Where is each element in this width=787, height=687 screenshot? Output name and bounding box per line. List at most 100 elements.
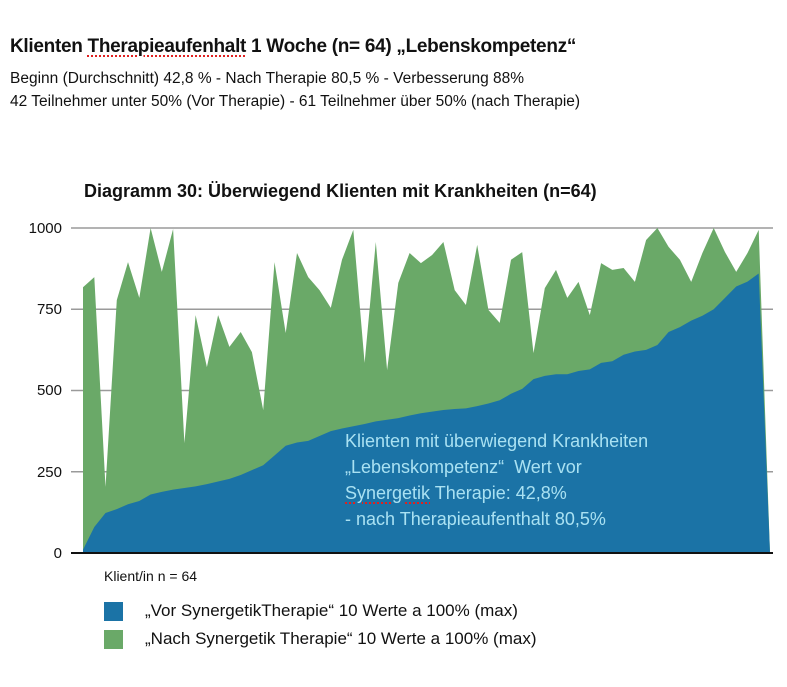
data-point [555, 269, 557, 271]
data-point [656, 344, 658, 346]
data-point [735, 286, 737, 288]
data-point [555, 373, 557, 375]
data-point [566, 297, 568, 299]
data-point [217, 314, 219, 316]
data-point [746, 252, 748, 254]
data-point [273, 261, 275, 263]
data-point [364, 423, 366, 425]
data-point [735, 271, 737, 273]
data-point [442, 409, 444, 411]
data-point [634, 351, 636, 353]
chart-annotation: Klienten mit überwiegend Krankheiten „Le… [345, 428, 648, 532]
data-point [251, 469, 253, 471]
annotation-line: Therapie: 42,8% [430, 483, 567, 503]
data-point [285, 332, 287, 334]
data-point [319, 435, 321, 437]
data-point [386, 419, 388, 421]
legend-swatch-blue [104, 601, 123, 621]
subtitle-line-1: Beginn (Durchschnitt) 42,8 % - Nach Ther… [10, 70, 525, 87]
data-point [510, 393, 512, 395]
legend-label: „Vor SynergetikTherapie“ 10 Werte a 100%… [145, 601, 518, 620]
data-point [510, 259, 512, 261]
data-point [611, 360, 613, 362]
data-point [656, 227, 658, 229]
data-point [172, 489, 174, 491]
data-point [364, 362, 366, 364]
data-point [454, 289, 456, 291]
data-point [105, 486, 107, 488]
x-axis-label: Klient/in n = 64 [104, 568, 198, 584]
data-point [600, 362, 602, 364]
data-point [465, 407, 467, 409]
data-point [645, 349, 647, 351]
data-point [116, 299, 118, 301]
data-point [150, 227, 152, 229]
data-point [589, 368, 591, 370]
data-point [713, 308, 715, 310]
data-point [172, 228, 174, 230]
data-point [420, 262, 422, 264]
data-point [262, 464, 264, 466]
data-point [521, 388, 523, 390]
data-point [251, 351, 253, 353]
data-point [150, 494, 152, 496]
chart-title: Diagramm 30: Überwiegend Klienten mit Kr… [84, 181, 597, 201]
data-point [578, 370, 580, 372]
data-point [476, 244, 478, 246]
title-part: 1 Woche (n= 64) „Lebenskompetenz“ [246, 36, 577, 57]
data-point [420, 412, 422, 414]
data-point [645, 239, 647, 241]
legend-swatch-green [104, 629, 123, 649]
data-point [431, 254, 433, 256]
data-point [228, 478, 230, 480]
data-point [296, 442, 298, 444]
data-point [746, 281, 748, 283]
data-point [240, 474, 242, 476]
data-point [578, 281, 580, 283]
data-point [105, 512, 107, 514]
data-point [273, 455, 275, 457]
data-point [161, 491, 163, 493]
data-point [352, 229, 354, 231]
data-point [600, 262, 602, 264]
data-point [454, 408, 456, 410]
y-tick-label: 250 [36, 464, 62, 481]
data-point [521, 251, 523, 253]
legend-label: „Nach Synergetik Therapie“ 10 Werte a 10… [145, 629, 537, 648]
data-point [499, 399, 501, 401]
series-area-vor [83, 273, 770, 553]
data-point [183, 442, 185, 444]
data-point [589, 314, 591, 316]
data-point [330, 307, 332, 309]
data-point [690, 320, 692, 322]
data-point [487, 403, 489, 405]
data-point [206, 366, 208, 368]
data-point [138, 297, 140, 299]
y-tick-label: 0 [53, 545, 62, 562]
data-point [668, 331, 670, 333]
data-point [161, 271, 163, 273]
data-point [217, 481, 219, 483]
data-point [758, 229, 760, 231]
data-point [442, 241, 444, 243]
data-point [679, 326, 681, 328]
data-point [228, 346, 230, 348]
data-point [285, 445, 287, 447]
title-part: Klienten [10, 36, 88, 57]
data-point [611, 269, 613, 271]
data-point [623, 354, 625, 356]
data-point [375, 241, 377, 243]
data-point [82, 549, 84, 551]
data-point [476, 405, 478, 407]
page-title: Klienten Therapieaufenhalt 1 Woche (n= 6… [10, 36, 576, 58]
annotation-underlined-word: Synergetik [345, 483, 431, 503]
data-point [319, 289, 321, 291]
data-point [116, 508, 118, 510]
data-point [341, 428, 343, 430]
data-point [465, 304, 467, 306]
data-point [352, 425, 354, 427]
data-point [127, 503, 129, 505]
y-tick-label: 500 [36, 382, 62, 399]
data-point [195, 314, 197, 316]
